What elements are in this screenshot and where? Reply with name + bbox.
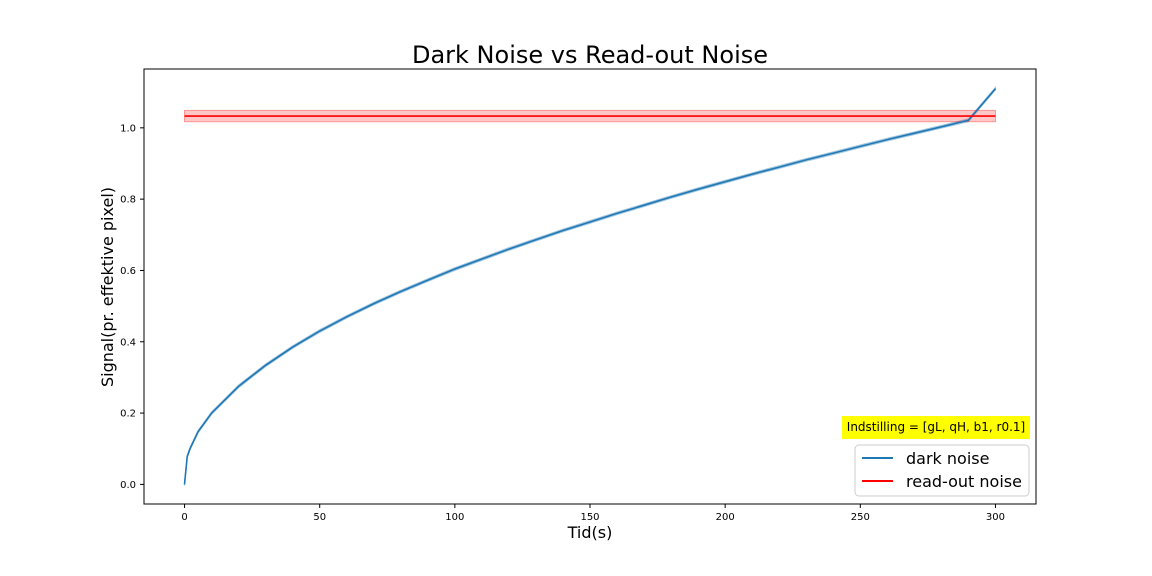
y-tick-label: 0.6 <box>120 266 136 277</box>
legend-box <box>854 444 1030 497</box>
y-tick-label: 0.0 <box>120 480 136 491</box>
x-tick-label: 100 <box>445 512 464 523</box>
y-axis-ticks: 0.0 0.2 0.4 0.6 0.8 1.0 <box>120 123 144 491</box>
x-tick-label: 300 <box>986 512 1005 523</box>
legend: dark noise read-out noise <box>854 444 1030 497</box>
settings-annotation: Indstilling = [gL, qH, b1, r0.1] <box>842 416 1030 439</box>
series-lines <box>183 88 997 485</box>
y-tick-label: 0.8 <box>120 195 136 206</box>
annotation-text: Indstilling = [gL, qH, b1, r0.1] <box>847 420 1025 434</box>
x-tick-label: 150 <box>580 512 599 523</box>
annotation-background <box>842 416 1030 439</box>
legend-label-read-out-noise: read-out noise <box>906 472 1022 491</box>
y-axis-label: Signal(pr. effektive pixel) <box>98 187 117 387</box>
x-tick-label: 50 <box>313 512 326 523</box>
series-line-dark-noise <box>183 88 997 485</box>
y-tick-label: 0.2 <box>120 409 136 420</box>
x-tick-label: 250 <box>851 512 870 523</box>
y-tick-label: 0.4 <box>120 337 136 348</box>
series-band-dark-noise <box>184 85 996 486</box>
x-axis-ticks: 0 50 100 150 200 250 300 <box>181 504 1005 523</box>
chart-title: Dark Noise vs Read-out Noise <box>412 41 768 69</box>
plot-area: 0 50 100 150 200 250 300 0.0 0.2 0.4 0.6 0.8 1.0 <box>120 68 1037 523</box>
x-axis-label: Tid(s) <box>567 523 613 542</box>
x-tick-label: 200 <box>716 512 735 523</box>
legend-label-dark-noise: dark noise <box>906 449 989 468</box>
x-tick-label: 0 <box>181 512 187 523</box>
y-tick-label: 1.0 <box>120 123 136 134</box>
